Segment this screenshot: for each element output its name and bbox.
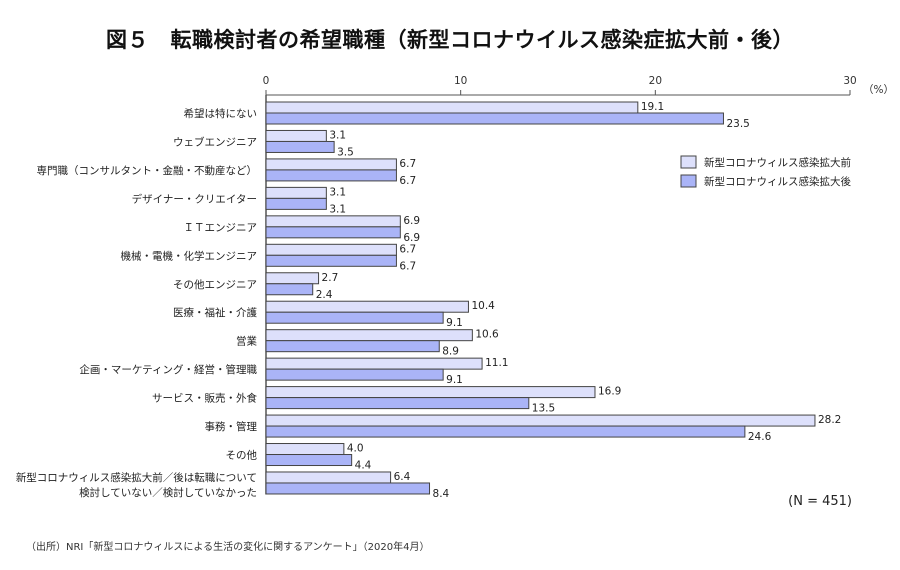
value-label-after: 4.4 bbox=[355, 460, 372, 472]
category-label: ＩＴエンジニア bbox=[184, 222, 258, 234]
value-label-after: 6.9 bbox=[403, 232, 420, 244]
bar-before bbox=[265, 386, 596, 399]
bar-before bbox=[265, 272, 320, 285]
bar-before bbox=[265, 101, 639, 114]
bar-before bbox=[265, 329, 473, 342]
bar-before bbox=[265, 129, 327, 142]
category-label: 検討していない／検討していなかった bbox=[79, 486, 257, 499]
category-label: 営業 bbox=[236, 335, 257, 348]
bar-after bbox=[265, 340, 440, 353]
value-label-before: 3.1 bbox=[329, 186, 346, 198]
legend-label-before: 新型コロナウィルス感染拡大前 bbox=[704, 156, 851, 169]
value-label-after: 6.7 bbox=[399, 175, 416, 187]
x-tick-label: 0 bbox=[263, 75, 270, 87]
category-label: その他エンジニア bbox=[173, 278, 257, 291]
bar-after bbox=[265, 454, 353, 467]
bar-after bbox=[265, 425, 746, 438]
value-label-after: 13.5 bbox=[532, 403, 555, 415]
bar-after bbox=[265, 254, 397, 267]
bar-after bbox=[265, 368, 444, 381]
value-label-before: 11.1 bbox=[485, 357, 508, 369]
value-label-after: 8.4 bbox=[433, 488, 450, 500]
category-label: デザイナー・クリエイター bbox=[132, 192, 257, 205]
category-label: 医療・福祉・介護 bbox=[173, 306, 257, 319]
bar-before bbox=[265, 443, 345, 456]
bar-after bbox=[265, 169, 397, 182]
value-label-after: 8.9 bbox=[442, 346, 459, 358]
source-note: （出所）NRI「新型コロナウィルスによる生活の変化に関するアンケート」（2020… bbox=[26, 542, 430, 553]
value-label-after: 23.5 bbox=[726, 118, 749, 130]
category-label: 企画・マーケティング・経営・管理職 bbox=[79, 363, 257, 376]
value-label-after: 6.7 bbox=[399, 260, 416, 272]
value-label-before: 28.2 bbox=[818, 414, 841, 426]
legend-swatch-before bbox=[680, 155, 697, 169]
bar-before bbox=[265, 471, 392, 484]
value-label-before: 3.1 bbox=[329, 129, 346, 141]
x-tick-label: 30 bbox=[843, 75, 856, 87]
value-label-after: 3.1 bbox=[329, 203, 346, 215]
bar-after bbox=[265, 482, 431, 495]
bar-before bbox=[265, 186, 327, 199]
value-label-before: 6.4 bbox=[394, 471, 411, 483]
bar-after bbox=[265, 283, 314, 296]
legend-swatch-after bbox=[680, 174, 697, 188]
value-label-before: 6.7 bbox=[399, 243, 416, 255]
bar-after bbox=[265, 226, 401, 239]
value-label-before: 2.7 bbox=[322, 272, 339, 284]
bars: 19.123.53.13.56.76.73.13.16.96.96.76.72.… bbox=[265, 101, 841, 500]
category-label: ウェブエンジニア bbox=[173, 135, 257, 148]
sample-size-annotation: (N = 451) bbox=[788, 494, 852, 509]
bar-before bbox=[265, 158, 397, 171]
value-label-before: 4.0 bbox=[347, 443, 364, 455]
bar-before bbox=[265, 215, 401, 228]
x-tick-label: 10 bbox=[454, 75, 467, 87]
value-label-before: 6.9 bbox=[403, 215, 420, 227]
bar-after bbox=[265, 397, 530, 410]
bar-after bbox=[265, 112, 724, 125]
category-label: 専門職（コンサルタント・金融・不動産など） bbox=[37, 164, 258, 177]
bar-after bbox=[265, 311, 444, 324]
chart-title: 図５ 転職検討者の希望職種（新型コロナウイルス感染症拡大前・後） bbox=[106, 28, 794, 52]
bar-after bbox=[265, 197, 327, 210]
category-label: 機械・電機・化学エンジニア bbox=[121, 249, 258, 262]
bar-before bbox=[265, 300, 469, 313]
value-label-after: 24.6 bbox=[748, 431, 772, 443]
value-label-before: 10.4 bbox=[471, 300, 495, 312]
category-label: 新型コロナウィルス感染拡大前／後は転職について bbox=[16, 471, 257, 484]
value-label-before: 16.9 bbox=[598, 386, 621, 398]
legend-label-after: 新型コロナウィルス感染拡大後 bbox=[704, 175, 851, 188]
bar-before bbox=[265, 243, 397, 256]
value-label-after: 9.1 bbox=[446, 374, 463, 386]
category-label: 希望は特にない bbox=[184, 107, 258, 120]
x-tick-label: 20 bbox=[649, 75, 662, 87]
bar-before bbox=[265, 357, 483, 370]
bar-before bbox=[265, 414, 816, 427]
value-label-after: 2.4 bbox=[316, 289, 333, 301]
unit-label: （%） bbox=[863, 84, 894, 96]
value-label-before: 10.6 bbox=[475, 329, 499, 341]
value-label-after: 9.1 bbox=[446, 317, 463, 329]
bar-after bbox=[265, 140, 335, 153]
category-label: その他 bbox=[226, 449, 258, 462]
category-label: 事務・管理 bbox=[205, 420, 258, 433]
category-label: サービス・販売・外食 bbox=[152, 392, 257, 405]
value-label-before: 19.1 bbox=[641, 101, 664, 113]
value-label-before: 6.7 bbox=[399, 158, 416, 170]
value-label-after: 3.5 bbox=[337, 146, 354, 158]
